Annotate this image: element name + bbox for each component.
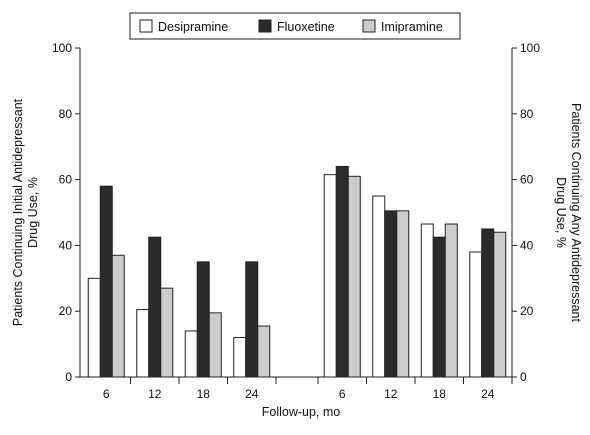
legend-swatch	[362, 19, 376, 33]
x-tick-label: 12	[148, 387, 162, 401]
y-tick-label-left: 60	[59, 173, 73, 187]
bar	[245, 261, 259, 378]
x-tick-label: 18	[197, 387, 211, 401]
bar	[148, 236, 162, 378]
bar	[469, 251, 483, 378]
bar	[432, 236, 446, 378]
bar	[420, 223, 434, 378]
bar	[99, 185, 113, 378]
legend: Desipramine Fluoxetine Imipramine	[129, 12, 461, 40]
bar	[396, 210, 410, 378]
y-tick-label-left: 100	[52, 41, 72, 55]
y-tick-label-right: 40	[520, 238, 534, 252]
bar	[481, 228, 495, 378]
bar	[384, 210, 398, 378]
bar	[233, 337, 247, 378]
axes: 0 0 20 20 40 40 60 60 80 80 100 100 6 12 18 24 6 12 18 24	[52, 41, 540, 401]
x-tick-label: 24	[481, 387, 495, 401]
bar	[136, 309, 150, 378]
y-tick-label-right: 60	[520, 173, 534, 187]
bar	[444, 223, 458, 378]
bar	[257, 325, 271, 378]
legend-swatch	[258, 19, 272, 33]
legend-box	[129, 12, 461, 40]
bar	[323, 174, 337, 378]
bar	[196, 261, 210, 378]
bar	[160, 287, 174, 378]
y-tick-label-right: 80	[520, 107, 534, 121]
x-tick-label: 6	[103, 387, 110, 401]
bar	[493, 231, 507, 378]
y-axis-left-label-line-2: Drug Use, %	[26, 177, 40, 248]
y-tick-label-left: 0	[65, 370, 72, 384]
bar	[347, 175, 361, 378]
x-tick-label: 18	[433, 387, 447, 401]
y-tick-label-right: 0	[520, 370, 527, 384]
y-tick-label-left: 80	[59, 107, 73, 121]
y-axis-left-label-line-1: Patients Continuing Initial Antidepressa…	[11, 98, 25, 326]
x-tick-label: 6	[339, 387, 346, 401]
legend-swatch	[139, 19, 153, 33]
y-axis-right-label-line-2: Drug Use, %	[554, 177, 568, 248]
bar	[208, 312, 222, 378]
x-axis-label: Follow-up, mo	[262, 405, 341, 419]
bars	[87, 165, 507, 378]
bar	[335, 165, 349, 378]
legend-label: Desipramine	[158, 20, 228, 34]
legend-label: Fluoxetine	[277, 20, 335, 34]
bar	[184, 330, 198, 378]
y-tick-label-right: 20	[520, 304, 534, 318]
y-axis-right-label-line-1: Patients Continuing Any Antidepressant	[569, 103, 583, 322]
axis-labels: Follow-up, mo Patients Continuing Initia…	[11, 98, 583, 419]
x-tick-label: 12	[384, 387, 398, 401]
y-tick-label-right: 100	[520, 41, 540, 55]
bar	[87, 277, 101, 378]
y-tick-label-left: 40	[59, 238, 73, 252]
y-tick-label-left: 20	[59, 304, 73, 318]
legend-label: Imipramine	[381, 20, 443, 34]
bar	[111, 254, 125, 378]
x-tick-label: 24	[245, 387, 259, 401]
bar	[372, 195, 386, 378]
